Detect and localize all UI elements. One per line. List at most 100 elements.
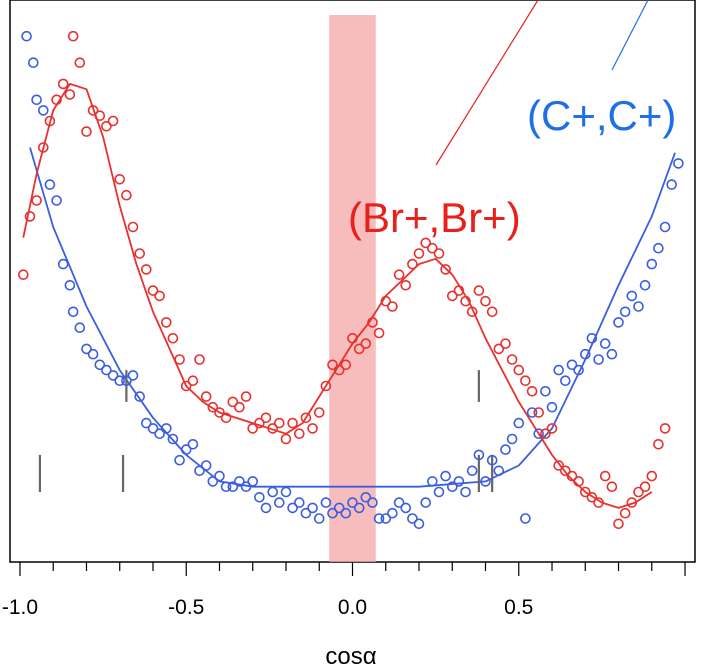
point-series-1 <box>147 285 159 296</box>
point-series-1 <box>606 481 618 493</box>
point-series-0 <box>174 454 185 466</box>
point-series-1 <box>207 401 219 413</box>
point-series-1 <box>141 264 152 275</box>
point-series-1 <box>593 497 604 508</box>
point-series-1 <box>307 423 318 434</box>
point-series-1 <box>553 460 565 471</box>
point-series-1 <box>254 417 265 429</box>
point-series-1 <box>121 189 132 201</box>
point-series-1 <box>486 306 498 318</box>
point-series-0 <box>214 470 225 482</box>
point-series-1 <box>559 465 571 477</box>
point-series-0 <box>207 476 219 487</box>
point-series-0 <box>44 179 56 190</box>
point-series-0 <box>540 385 551 397</box>
point-series-0 <box>659 221 671 233</box>
point-series-0 <box>413 518 425 530</box>
point-series-1 <box>194 354 205 365</box>
point-series-1 <box>273 417 285 429</box>
point-series-1 <box>300 412 312 424</box>
point-series-1 <box>400 279 412 291</box>
point-series-0 <box>147 423 159 434</box>
point-series-0 <box>64 279 76 291</box>
point-series-0 <box>154 428 165 440</box>
point-series-0 <box>27 57 39 69</box>
point-series-1 <box>280 433 292 445</box>
shaded-band-layer <box>329 15 376 562</box>
x-axis-ticks: -1.0 -0.5 0.0 0.5 <box>2 562 686 619</box>
x-tick-label: -1.0 <box>2 596 38 619</box>
point-series-1 <box>134 248 145 259</box>
points-layer <box>17 30 684 530</box>
fit-line-series-1 <box>22 83 653 509</box>
point-series-1 <box>267 423 279 434</box>
point-series-1 <box>81 126 92 137</box>
point-series-0 <box>480 476 491 487</box>
point-series-0 <box>293 497 305 508</box>
point-series-1 <box>407 258 418 270</box>
point-series-1 <box>446 290 458 302</box>
point-series-0 <box>566 359 578 371</box>
point-series-1 <box>393 269 405 281</box>
point-series-0 <box>473 449 485 461</box>
point-series-0 <box>653 242 664 254</box>
point-series-0 <box>520 513 531 524</box>
point-series-0 <box>506 433 518 445</box>
point-series-1 <box>313 407 325 418</box>
point-series-1 <box>64 89 76 100</box>
point-series-0 <box>666 179 678 190</box>
point-series-1 <box>506 354 518 365</box>
point-series-0 <box>161 423 172 434</box>
point-series-0 <box>400 502 412 514</box>
point-series-1 <box>633 486 644 498</box>
point-series-0 <box>187 438 199 450</box>
point-series-0 <box>67 306 79 318</box>
point-series-1 <box>646 470 658 482</box>
point-series-0 <box>254 491 265 503</box>
point-series-1 <box>480 295 491 307</box>
point-series-1 <box>520 375 531 387</box>
point-series-1 <box>347 332 358 344</box>
point-series-0 <box>37 105 49 116</box>
point-series-1 <box>44 115 56 127</box>
point-series-0 <box>466 465 478 477</box>
point-series-0 <box>486 454 498 466</box>
point-series-0 <box>287 502 298 514</box>
point-series-1 <box>440 264 451 275</box>
point-series-1 <box>579 486 591 498</box>
point-series-0 <box>367 497 378 508</box>
point-series-0 <box>460 486 471 498</box>
x-tick-label: -0.5 <box>168 596 204 619</box>
point-series-1 <box>387 301 398 312</box>
point-series-0 <box>513 417 525 429</box>
point-series-0 <box>633 301 644 312</box>
x-tick-label: 0.5 <box>504 596 533 619</box>
point-series-0 <box>546 401 558 413</box>
point-series-1 <box>187 375 199 387</box>
point-series-0 <box>407 513 418 524</box>
point-series-1 <box>533 407 545 418</box>
point-series-0 <box>593 354 604 365</box>
point-series-1 <box>67 30 79 42</box>
point-series-1 <box>373 327 385 339</box>
point-series-1 <box>220 412 232 424</box>
point-series-1 <box>180 380 192 392</box>
point-series-0 <box>114 375 125 387</box>
point-series-1 <box>127 221 139 233</box>
point-series-0 <box>373 513 385 524</box>
point-series-1 <box>367 317 378 328</box>
point-series-0 <box>194 465 205 477</box>
point-series-0 <box>500 444 511 455</box>
point-series-0 <box>533 428 545 440</box>
point-series-1 <box>619 507 631 519</box>
point-series-1 <box>37 142 49 153</box>
point-series-0 <box>273 497 285 508</box>
point-series-1 <box>380 295 392 307</box>
point-series-0 <box>446 481 458 493</box>
point-series-0 <box>141 417 152 429</box>
point-series-0 <box>613 317 624 328</box>
point-series-0 <box>493 465 505 477</box>
point-series-0 <box>420 497 432 508</box>
point-series-0 <box>380 513 392 524</box>
